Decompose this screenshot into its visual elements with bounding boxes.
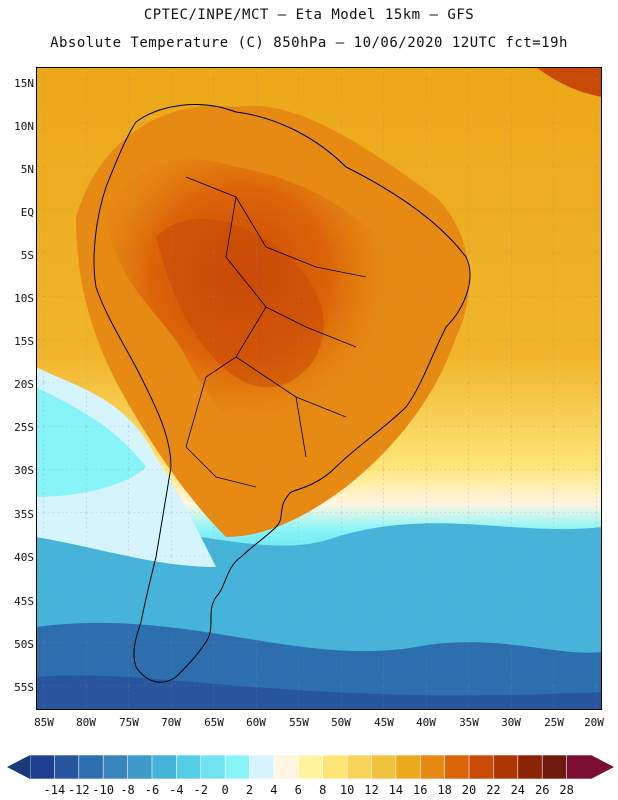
colorbar-label: 26 [534, 783, 550, 797]
colorbar-label: 22 [486, 783, 501, 797]
lon-label: 35W [459, 716, 479, 729]
colorbar-swatch [151, 754, 178, 780]
lon-label: 25W [544, 716, 564, 729]
lon-label: 75W [119, 716, 139, 729]
colorbar-label: -2 [193, 783, 208, 797]
lon-label: 80W [76, 716, 96, 729]
colorbar-label: -14 [43, 783, 66, 797]
lon-label: 55W [289, 716, 309, 729]
lat-label: 10N [14, 120, 34, 133]
colorbar-label: 6 [294, 783, 302, 797]
title-line-1: CPTEC/INPE/MCT – Eta Model 15km – GFS [143, 7, 475, 23]
colorbar-label: -12 [67, 783, 90, 797]
colorbar-swatch [249, 754, 275, 780]
lon-label: 60W [246, 716, 266, 729]
temperature-colorbar [7, 754, 614, 780]
lat-label: EQ [20, 206, 34, 219]
lon-label: 20W [584, 716, 604, 729]
colorbar-swatch [346, 754, 373, 780]
lat-label: 50S [14, 638, 34, 651]
temperature-map [36, 67, 602, 710]
graticule [36, 67, 602, 710]
colorbar-label: 12 [364, 783, 379, 797]
colorbar-swatch [200, 754, 226, 780]
colorbar-swatch [395, 754, 422, 780]
lat-label: 5N [20, 163, 34, 176]
colorbar-label: 20 [461, 783, 477, 797]
colorbar-swatch [29, 754, 56, 780]
lat-label: 20S [14, 378, 34, 391]
lat-label: 30S [14, 464, 34, 477]
colorbar-swatch [566, 754, 592, 780]
colorbar-swatch [102, 754, 129, 780]
lon-label: 65W [204, 716, 224, 729]
lat-label: 15S [14, 335, 34, 348]
colorbar-swatch [54, 754, 80, 780]
colorbar-label: 2 [245, 783, 254, 797]
colorbar-swatch [493, 754, 519, 780]
colorbar-swatch [224, 754, 251, 780]
colorbar-label: -10 [92, 783, 115, 797]
colorbar-left-arrow [7, 755, 30, 779]
lon-label: 85W [34, 716, 54, 729]
lon-label: 45W [374, 716, 394, 729]
colorbar-swatch [371, 754, 397, 780]
colorbar-label: 10 [339, 783, 355, 797]
lat-label: 55S [14, 681, 34, 694]
colorbar-swatch [419, 754, 446, 780]
colorbar-swatch [176, 754, 202, 780]
colorbar-label: 18 [437, 783, 452, 797]
colorbar-label: 16 [413, 783, 428, 797]
colorbar-swatch [127, 754, 153, 780]
lat-label: 25S [14, 421, 34, 434]
colorbar-swatch [322, 754, 348, 780]
lat-label: 10S [14, 292, 34, 305]
title-line-2: Absolute Temperature (C) 850hPa – 10/06/… [50, 35, 568, 51]
lon-label: 70W [161, 716, 181, 729]
lon-label: 40W [416, 716, 436, 729]
colorbar-label: 24 [510, 783, 526, 797]
lat-label: 15N [14, 77, 34, 90]
lon-label: 30W [501, 716, 521, 729]
lon-label: 50W [331, 716, 351, 729]
colorbar-label: -4 [169, 783, 184, 797]
lat-label: 45S [14, 595, 34, 608]
colorbar-label: -8 [120, 783, 135, 797]
colorbar-label: -6 [144, 783, 160, 797]
colorbar-swatch [517, 754, 544, 780]
lat-label: 5S [20, 249, 34, 262]
lat-label: 35S [14, 508, 34, 521]
colorbar-label: 8 [319, 783, 327, 797]
colorbar-right-arrow [591, 755, 614, 779]
colorbar-swatch [444, 754, 470, 780]
colorbar-label: 14 [388, 783, 404, 797]
colorbar-label: 28 [559, 783, 574, 797]
colorbar-swatch [298, 754, 324, 780]
colorbar-swatch [468, 754, 495, 780]
colorbar-label: 0 [221, 783, 229, 797]
colorbar-swatch [273, 754, 300, 780]
lat-label: 40S [14, 551, 34, 564]
colorbar-swatch [541, 754, 568, 780]
colorbar-swatch [78, 754, 104, 780]
colorbar-label: 4 [270, 783, 278, 797]
map-frame [36, 67, 602, 710]
